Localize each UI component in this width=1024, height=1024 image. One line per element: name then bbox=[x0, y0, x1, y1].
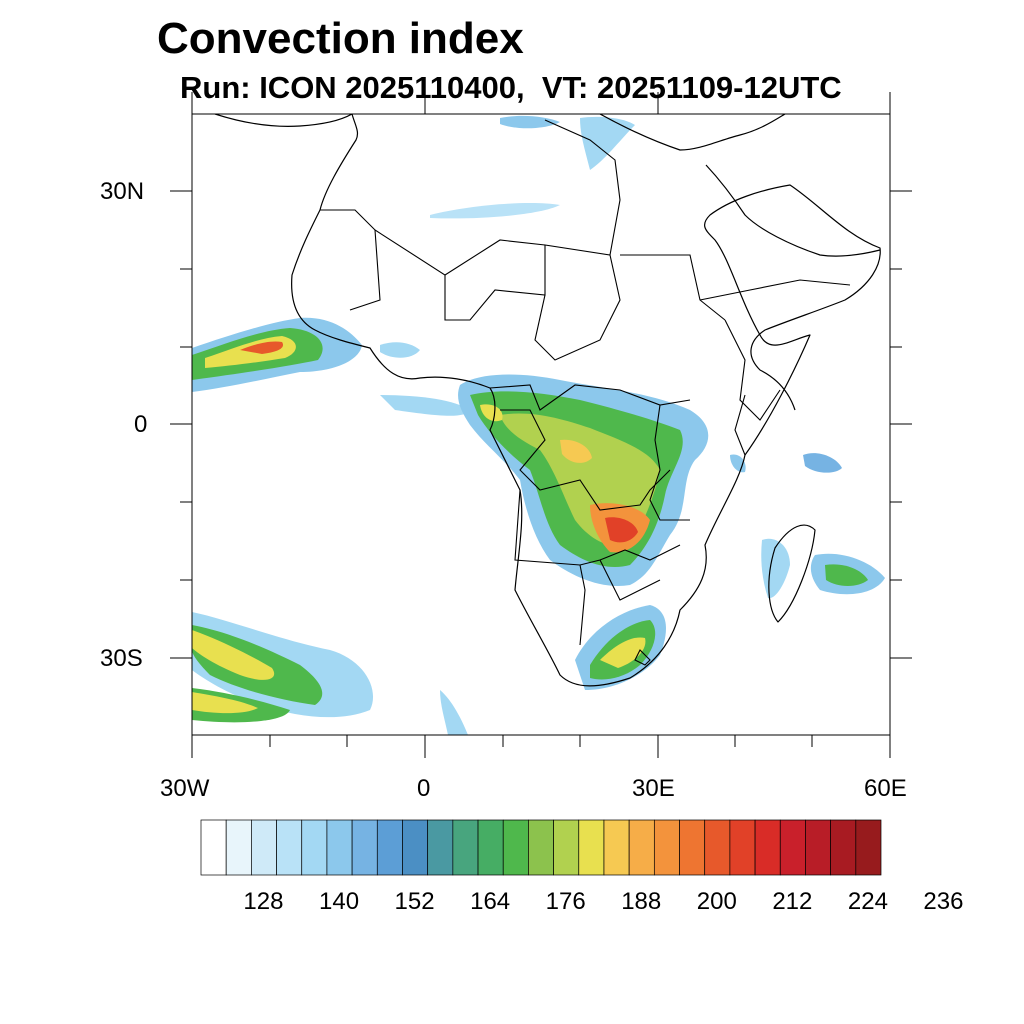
colorbar-label: 140 bbox=[318, 888, 360, 915]
colorbar-swatch bbox=[276, 819, 303, 876]
lat-label-30n: 30N bbox=[100, 178, 145, 205]
colorbar-swatch bbox=[679, 819, 706, 876]
colorbar-swatch bbox=[653, 819, 680, 876]
coastlines bbox=[214, 114, 881, 687]
colorbar-swatch bbox=[225, 819, 252, 876]
lon-label-30w: 30W bbox=[160, 775, 210, 802]
lon-label-60e: 60E bbox=[864, 775, 907, 802]
colorbar-swatch bbox=[805, 819, 831, 876]
colorbar-label: 128 bbox=[243, 888, 284, 915]
lat-label-0: 0 bbox=[134, 411, 148, 438]
colorbar-swatch bbox=[251, 819, 277, 876]
colorbar-swatch bbox=[578, 819, 605, 876]
colorbar-swatch bbox=[830, 819, 857, 876]
colorbar-swatch bbox=[553, 819, 580, 876]
colorbar-label: 224 bbox=[847, 888, 888, 915]
colorbar-swatch bbox=[754, 819, 781, 876]
colorbar-swatch bbox=[301, 819, 328, 876]
colorbar-swatch bbox=[477, 819, 504, 876]
colorbar-swatch bbox=[452, 819, 479, 876]
colorbar-label: 164 bbox=[470, 888, 511, 915]
colorbar-swatch bbox=[502, 819, 529, 876]
colorbar-label: 212 bbox=[772, 888, 813, 915]
colorbar-swatch bbox=[402, 819, 429, 876]
lon-label-30e: 30E bbox=[632, 775, 675, 802]
colorbar-label: 188 bbox=[621, 888, 662, 915]
lat-label-30s: 30S bbox=[100, 645, 143, 672]
colorbar-swatch bbox=[376, 819, 403, 876]
colorbar-label: 176 bbox=[545, 888, 586, 915]
colorbar-swatch bbox=[603, 819, 630, 876]
colorbar-swatch bbox=[427, 819, 454, 876]
colorbar-swatch bbox=[704, 819, 731, 876]
lon-label-0: 0 bbox=[417, 775, 431, 802]
colorbar-swatch bbox=[779, 819, 806, 876]
colorbar-swatch bbox=[528, 819, 554, 876]
colorbar-label: 236 bbox=[923, 888, 964, 915]
colorbar-swatch bbox=[326, 819, 353, 876]
colorbar-swatch bbox=[855, 819, 882, 876]
country-borders bbox=[320, 119, 851, 666]
colorbar-swatch bbox=[200, 819, 227, 876]
chart-title: Convection index bbox=[157, 14, 524, 63]
colorbar-swatch bbox=[628, 819, 655, 876]
colorbar-swatch bbox=[351, 819, 378, 876]
axis-ticks bbox=[170, 92, 912, 758]
convection-field bbox=[192, 115, 885, 735]
colorbar-swatch bbox=[729, 819, 756, 876]
colorbar-label: 200 bbox=[696, 888, 737, 915]
colorbar-label: 152 bbox=[394, 888, 435, 915]
colorbar bbox=[200, 819, 882, 876]
chart-subtitle: Run: ICON 2025110400, VT: 20251109-12UTC bbox=[180, 70, 842, 105]
